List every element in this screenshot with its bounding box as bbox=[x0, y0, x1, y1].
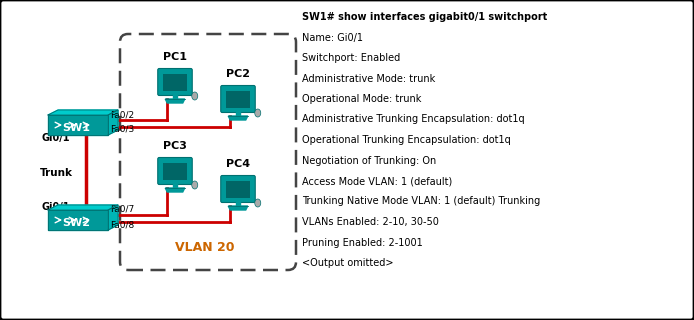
Text: Fa0/2: Fa0/2 bbox=[110, 110, 134, 119]
Text: Access Mode VLAN: 1 (default): Access Mode VLAN: 1 (default) bbox=[302, 176, 452, 186]
Text: VLAN 20: VLAN 20 bbox=[176, 241, 235, 254]
FancyBboxPatch shape bbox=[226, 91, 251, 108]
Polygon shape bbox=[48, 115, 108, 135]
Text: Administrative Mode: trunk: Administrative Mode: trunk bbox=[302, 74, 435, 84]
Text: Fa0/3: Fa0/3 bbox=[110, 125, 134, 134]
Text: Pruning Enabled: 2-1001: Pruning Enabled: 2-1001 bbox=[302, 237, 423, 247]
Polygon shape bbox=[173, 94, 177, 99]
FancyBboxPatch shape bbox=[226, 180, 251, 197]
FancyBboxPatch shape bbox=[158, 68, 192, 95]
Text: PC2: PC2 bbox=[226, 69, 250, 79]
Text: Fa0/8: Fa0/8 bbox=[110, 220, 134, 229]
Polygon shape bbox=[48, 110, 118, 115]
Text: Gi0/1: Gi0/1 bbox=[42, 202, 70, 212]
Text: Trunking Native Mode VLAN: 1 (default) Trunking: Trunking Native Mode VLAN: 1 (default) T… bbox=[302, 196, 540, 206]
Text: PC3: PC3 bbox=[163, 141, 187, 151]
Text: Operational Mode: trunk: Operational Mode: trunk bbox=[302, 94, 421, 104]
Ellipse shape bbox=[192, 92, 198, 100]
Text: Operational Trunking Encapsulation: dot1q: Operational Trunking Encapsulation: dot1… bbox=[302, 135, 511, 145]
Polygon shape bbox=[48, 210, 108, 230]
Text: SW1: SW1 bbox=[62, 123, 90, 133]
FancyBboxPatch shape bbox=[163, 74, 187, 91]
Ellipse shape bbox=[255, 109, 261, 117]
Ellipse shape bbox=[192, 181, 198, 189]
Polygon shape bbox=[48, 205, 118, 210]
Text: Fa0/7: Fa0/7 bbox=[110, 205, 134, 214]
Text: SW1# show interfaces gigabit0/1 switchport: SW1# show interfaces gigabit0/1 switchpo… bbox=[302, 12, 548, 22]
Text: PC4: PC4 bbox=[226, 159, 250, 169]
FancyBboxPatch shape bbox=[221, 85, 255, 113]
Polygon shape bbox=[228, 116, 248, 120]
Text: Administrative Trunking Encapsulation: dot1q: Administrative Trunking Encapsulation: d… bbox=[302, 115, 525, 124]
Text: Trunk: Trunk bbox=[40, 167, 72, 178]
Text: SW2: SW2 bbox=[62, 218, 90, 228]
Text: Negotiation of Trunking: On: Negotiation of Trunking: On bbox=[302, 156, 437, 165]
Polygon shape bbox=[236, 111, 240, 116]
Polygon shape bbox=[165, 99, 185, 103]
Text: PC1: PC1 bbox=[163, 52, 187, 62]
Polygon shape bbox=[236, 201, 240, 206]
Ellipse shape bbox=[255, 199, 261, 207]
FancyBboxPatch shape bbox=[221, 175, 255, 203]
Polygon shape bbox=[173, 183, 177, 188]
Text: VLANs Enabled: 2-10, 30-50: VLANs Enabled: 2-10, 30-50 bbox=[302, 217, 439, 227]
Polygon shape bbox=[165, 188, 185, 192]
Text: Name: Gi0/1: Name: Gi0/1 bbox=[302, 33, 363, 43]
Polygon shape bbox=[228, 206, 248, 210]
Text: Switchport: Enabled: Switchport: Enabled bbox=[302, 53, 400, 63]
FancyBboxPatch shape bbox=[158, 157, 192, 185]
Polygon shape bbox=[108, 110, 118, 135]
Text: <Output omitted>: <Output omitted> bbox=[302, 258, 393, 268]
FancyBboxPatch shape bbox=[163, 163, 187, 180]
Polygon shape bbox=[108, 205, 118, 230]
Text: Gi0/1: Gi0/1 bbox=[42, 133, 70, 143]
